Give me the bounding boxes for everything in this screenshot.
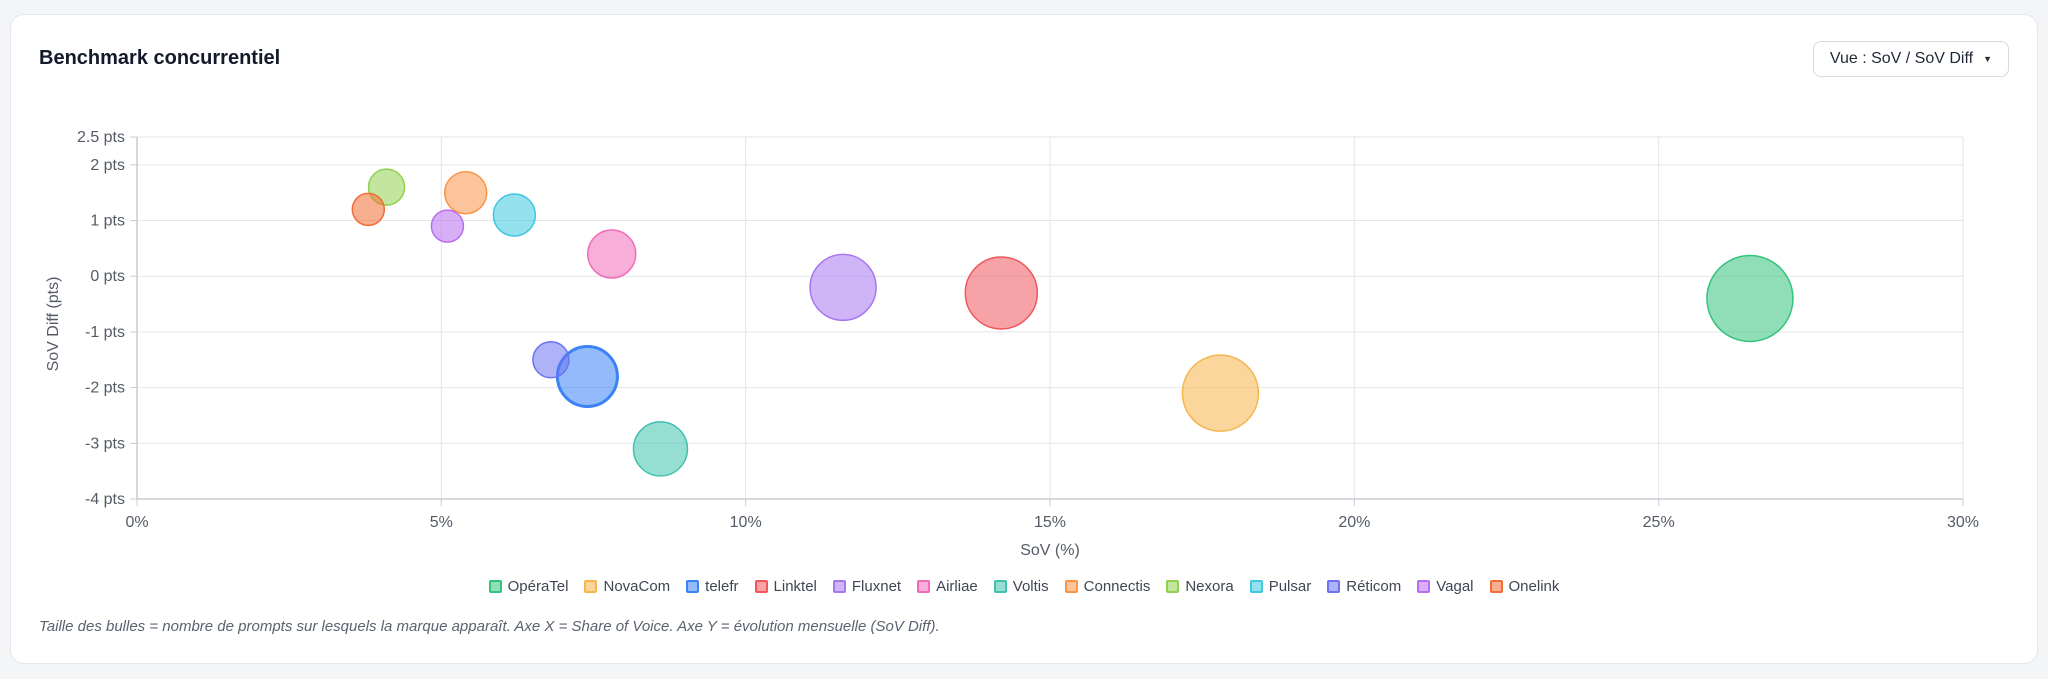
y-tick-label: 2.5 pts <box>77 129 125 146</box>
legend-item[interactable]: NovaCom <box>584 578 670 595</box>
legend-swatch <box>1249 580 1263 593</box>
caret-down-icon: ▼ <box>1983 54 1992 64</box>
legend-item[interactable]: Airliae <box>917 578 978 595</box>
legend-item[interactable]: Pulsar <box>1249 578 1312 595</box>
bubble-onelink <box>351 192 386 227</box>
legend-label: Nexora <box>1185 578 1234 595</box>
x-tick-label: 10% <box>730 514 762 531</box>
legend-label: Fluxnet <box>851 578 902 595</box>
legend-swatch <box>1417 580 1431 593</box>
bubble-vagal <box>430 209 465 243</box>
legend-item[interactable]: telefr <box>686 578 739 595</box>
chart-footnote: Taille des bulles = nombre de prompts su… <box>39 618 940 635</box>
y-tick-label: -4 pts <box>85 491 125 508</box>
x-tick-label: 15% <box>1034 514 1066 531</box>
view-selector-button[interactable]: Vue : SoV / SoV Diff ▼ <box>1812 41 2009 77</box>
y-axis-title: SoV Diff (pts) <box>45 277 62 372</box>
legend-item[interactable]: Onelink <box>1489 578 1560 595</box>
legend-label: Voltis <box>1012 578 1049 595</box>
y-tick-label: 0 pts <box>90 268 125 285</box>
legend-label: Réticom <box>1346 578 1402 595</box>
x-tick-label: 30% <box>1947 514 1979 531</box>
legend-swatch <box>754 580 768 593</box>
legend-swatch <box>584 580 598 593</box>
legend-swatch <box>1327 580 1341 593</box>
legend-label: Pulsar <box>1268 578 1312 595</box>
legend-item[interactable]: Linktel <box>754 578 817 595</box>
legend-label: Connectis <box>1083 578 1151 595</box>
y-tick-label: 1 pts <box>90 213 125 230</box>
legend-swatch <box>917 580 931 593</box>
bubble-novacom <box>1181 354 1260 432</box>
legend-label: OpéraTel <box>507 578 569 595</box>
legend-item[interactable]: OpéraTel <box>488 578 569 595</box>
x-tick-label: 25% <box>1643 514 1675 531</box>
legend-label: Onelink <box>1508 578 1560 595</box>
legend-item[interactable]: Connectis <box>1064 578 1151 595</box>
legend-item[interactable]: Nexora <box>1166 578 1234 595</box>
legend-swatch <box>1064 580 1078 593</box>
y-tick-label: -3 pts <box>85 435 125 452</box>
legend-label: telefr <box>705 578 739 595</box>
bubble-fluxnet <box>809 253 877 322</box>
bubble-linktel <box>964 256 1039 330</box>
legend-label: Airliae <box>936 578 978 595</box>
bubble-chart: 0% 5% 10% 15% 20% 25% 30% 2.5 pts 2 pts 1 pts 0 pt… <box>45 129 1979 559</box>
bubble-connectis <box>443 170 488 215</box>
legend-swatch <box>832 580 846 593</box>
legend-item[interactable]: Fluxnet <box>832 578 902 595</box>
legend-label: NovaCom <box>603 578 671 595</box>
x-tick-label: 5% <box>430 514 453 531</box>
legend-swatch <box>686 580 700 593</box>
x-tick-label: 0% <box>125 514 148 531</box>
legend-swatch <box>1166 580 1180 593</box>
legend-item[interactable]: Voltis <box>993 578 1049 595</box>
legend-swatch <box>488 580 502 593</box>
y-tick-label: -1 pts <box>85 324 125 341</box>
bubble-r-ticom <box>532 341 570 379</box>
legend-label: Vagal <box>1436 578 1474 595</box>
chart-legend: OpéraTel NovaCom telefr Linktel Fluxnet Airli… <box>11 578 2037 595</box>
legend-swatch <box>1489 580 1503 593</box>
view-selector-label: Vue : SoV / SoV Diff <box>1829 50 1974 67</box>
card-title: Benchmark concurrentiel <box>39 47 281 69</box>
legend-item[interactable]: Réticom <box>1327 578 1401 595</box>
legend-label: Linktel <box>773 578 817 595</box>
bubble-op-ratel <box>1706 254 1794 343</box>
bubble-pulsar <box>492 193 537 237</box>
y-tick-label: -2 pts <box>85 380 125 397</box>
x-tick-label: 20% <box>1338 514 1370 531</box>
legend-item[interactable]: Vagal <box>1417 578 1474 595</box>
x-axis-title: SoV (%) <box>1020 542 1080 559</box>
y-tick-label: 2 pts <box>90 157 125 174</box>
benchmark-card: Benchmark concurrentiel Vue : SoV / SoV … <box>10 14 2038 664</box>
bubble-voltis <box>632 421 689 477</box>
legend-swatch <box>993 580 1007 593</box>
bubble-airliae <box>587 229 637 279</box>
